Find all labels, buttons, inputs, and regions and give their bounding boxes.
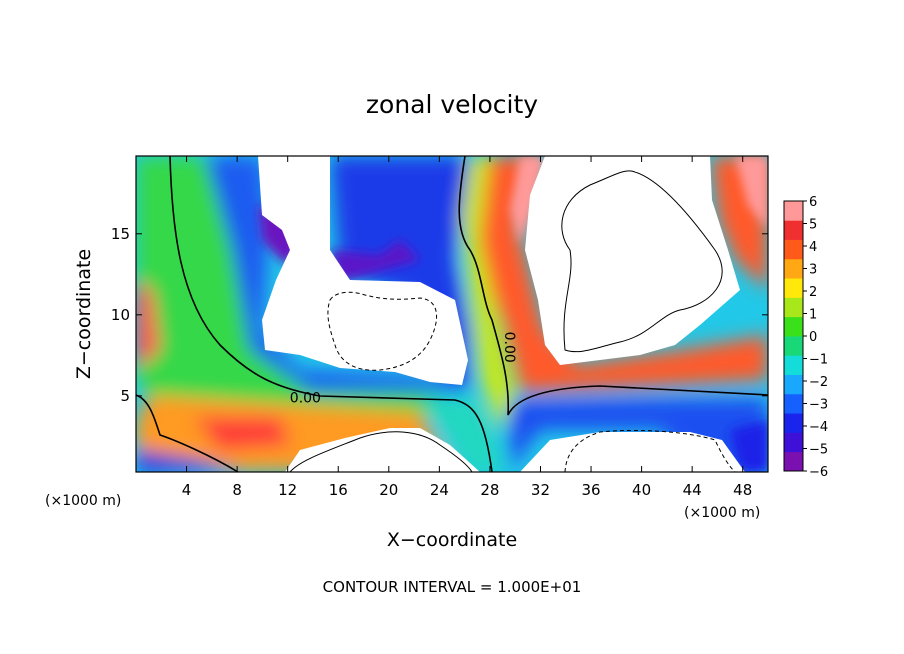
colorbar-swatch bbox=[784, 432, 803, 453]
left-edge-warm-zone bbox=[136, 280, 160, 370]
colorbar-tick-label: −3 bbox=[809, 398, 828, 413]
positive-contour-right-dome bbox=[561, 170, 723, 353]
x-tick-label: 16 bbox=[329, 481, 348, 499]
colorbar-tick-label: 3 bbox=[809, 263, 817, 278]
y-axis-label: Z−coordinate bbox=[73, 249, 95, 379]
colorbar-swatch bbox=[784, 355, 803, 375]
colorbar-swatch bbox=[784, 239, 803, 260]
x-tick-label: 12 bbox=[278, 481, 297, 499]
y-tick-label: 5 bbox=[120, 387, 130, 405]
zero-contour-center bbox=[458, 156, 768, 416]
x-axis-ticks: 4 8 12 16 20 24 28 32 36 40 44 48 bbox=[182, 156, 752, 499]
colorbar-tick-label: −6 bbox=[809, 465, 828, 480]
chart-title: zonal velocity bbox=[366, 90, 538, 119]
bottom-left-blue-jet bbox=[136, 450, 240, 472]
colorbar-tick-label: −5 bbox=[809, 443, 828, 458]
negative-contour-lower-right bbox=[564, 429, 736, 472]
colorbar-swatch bbox=[784, 336, 803, 356]
upper-right-pink-core bbox=[735, 156, 768, 230]
x-tick-label: 4 bbox=[182, 481, 192, 499]
contour-label: 0.00 bbox=[290, 390, 321, 406]
zero-contour-bottom-left bbox=[136, 394, 239, 472]
contour-label: 0.00 bbox=[501, 332, 517, 363]
colorbar-swatch bbox=[784, 451, 803, 472]
x-unit-right: (×1000 m) bbox=[684, 505, 760, 521]
x-tick-label: 40 bbox=[632, 481, 651, 499]
bottom-right-blue-core bbox=[730, 420, 768, 472]
y-axis-ticks: 5 10 15 bbox=[111, 225, 768, 405]
colorbar-tick-label: 2 bbox=[809, 285, 817, 300]
x-tick-label: 36 bbox=[581, 481, 600, 499]
colorbar-tick-label: 6 bbox=[809, 195, 817, 210]
colorbar-tick-label: 5 bbox=[809, 218, 817, 233]
x-tick-label: 48 bbox=[733, 481, 752, 499]
plot-border bbox=[135, 155, 769, 473]
upper-center-purple-core bbox=[330, 240, 420, 282]
negative-contour-upper-center bbox=[327, 291, 438, 371]
colorbar-tick-label: −4 bbox=[809, 420, 828, 435]
upper-left-white-region bbox=[258, 156, 468, 385]
right-mid-warm-layer bbox=[520, 335, 768, 392]
contour-lines bbox=[136, 156, 768, 472]
pink-updraft-edge bbox=[510, 156, 545, 245]
x-unit-left: (×1000 m) bbox=[45, 493, 121, 509]
colorbar-swatch bbox=[784, 258, 803, 279]
colorbar-tick-label: −2 bbox=[809, 375, 828, 390]
colorbar-swatch bbox=[784, 220, 803, 240]
zero-contour-left bbox=[169, 156, 493, 472]
x-tick-label: 20 bbox=[379, 481, 398, 499]
left-jet-green-band bbox=[136, 156, 440, 415]
left-jet-blue-band bbox=[205, 156, 470, 392]
contour-labels: 0.00 0.00 bbox=[290, 332, 517, 407]
positive-contour-lower-center bbox=[289, 431, 473, 472]
colorbar-swatch bbox=[784, 201, 803, 221]
colorbar-swatch bbox=[784, 413, 803, 433]
central-cyan-wedge bbox=[420, 395, 505, 472]
y-tick-label: 10 bbox=[111, 306, 130, 324]
colorbar-tick-label: −1 bbox=[809, 353, 828, 368]
heatmap-field bbox=[136, 156, 768, 472]
colorbar: 6 5 4 3 2 1 0 −1 −2 −3 −4 −5 −6 bbox=[783, 195, 828, 480]
colorbar-swatch bbox=[784, 393, 803, 414]
colorbar-swatch bbox=[784, 374, 803, 395]
colorbar-swatch bbox=[784, 316, 803, 337]
colorbar-swatch bbox=[784, 297, 803, 318]
x-tick-label: 44 bbox=[683, 481, 702, 499]
colorbar-tick-label: 0 bbox=[809, 330, 817, 345]
x-axis-label: X−coordinate bbox=[387, 529, 517, 551]
x-tick-label: 32 bbox=[531, 481, 550, 499]
y-tick-label: 15 bbox=[111, 225, 130, 243]
colorbar-tick-label: 4 bbox=[809, 240, 817, 255]
x-tick-label: 24 bbox=[430, 481, 449, 499]
lower-right-white-region bbox=[520, 432, 745, 472]
colorbar-swatch bbox=[784, 278, 803, 298]
upper-right-white-region bbox=[525, 156, 740, 365]
x-tick-label: 28 bbox=[480, 481, 499, 499]
x-tick-label: 8 bbox=[232, 481, 242, 499]
lower-left-red-core bbox=[195, 418, 290, 450]
colorbar-tick-label: 1 bbox=[809, 308, 817, 323]
central-updraft-yellow bbox=[455, 156, 515, 430]
contour-interval-footer: CONTOUR INTERVAL = 1.000E+01 bbox=[323, 578, 582, 596]
